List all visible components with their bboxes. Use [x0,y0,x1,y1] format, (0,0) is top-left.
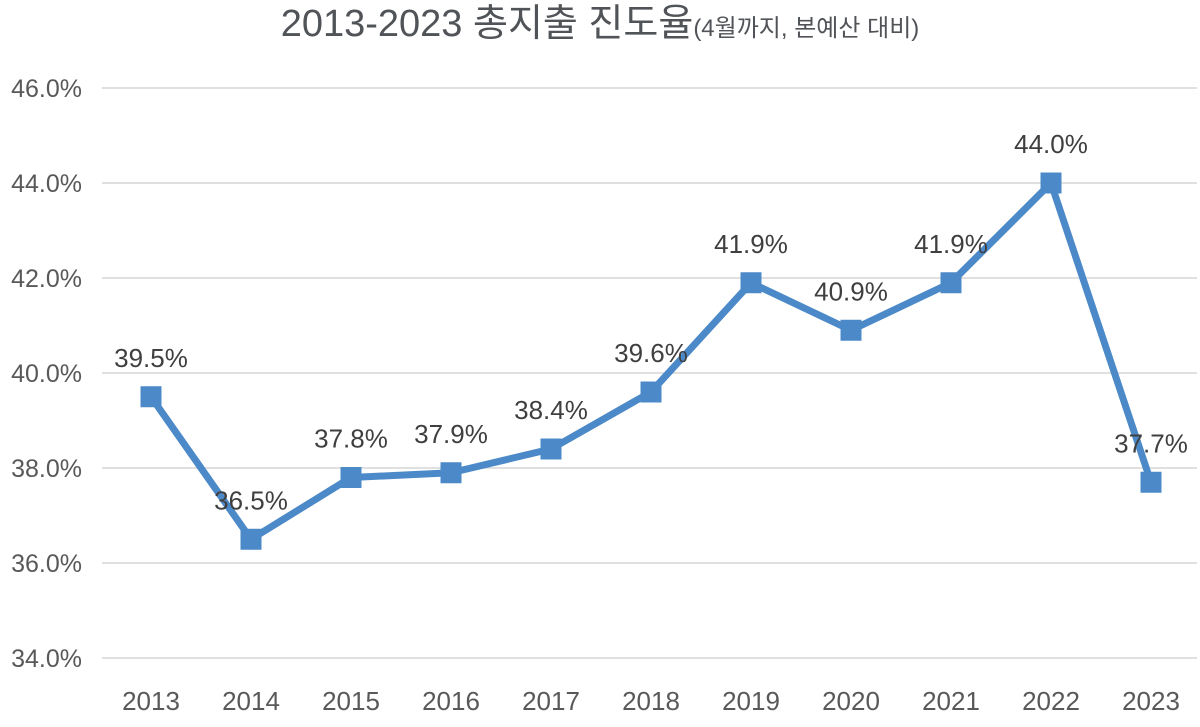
data-point-label: 36.5% [214,485,288,515]
data-point-label: 39.6% [614,338,688,368]
data-point-marker [340,467,362,488]
data-point-marker [1040,172,1062,194]
x-axis-tick-label: 2013 [122,686,180,716]
data-point-marker [640,381,662,403]
x-axis-tick-label: 2014 [222,686,280,716]
x-axis-tick-label: 2023 [1122,686,1180,716]
y-axis-tick-label: 40.0% [11,360,82,388]
x-axis-tick-label: 2018 [622,686,680,716]
x-axis-tick-label: 2016 [422,686,480,716]
data-point-marker [240,528,262,550]
data-point-label: 41.9% [714,229,788,259]
x-axis-tick-label: 2021 [922,686,980,716]
data-point-marker [140,386,162,408]
data-point-label: 37.7% [1114,428,1188,458]
x-axis-tick-label: 2022 [1022,686,1080,716]
x-axis-tick-label: 2015 [322,686,380,716]
data-point-marker [440,462,462,484]
y-axis-tick-label: 46.0% [11,75,82,103]
data-point-marker [940,272,962,294]
x-axis-tick-label: 2019 [722,686,780,716]
x-axis-tick-label: 2020 [822,686,880,716]
data-point-label: 41.9% [914,229,988,259]
data-point-marker [1140,471,1162,493]
y-axis-tick-label: 36.0% [11,550,82,578]
chart-title-main: 2013-2023 총지출 진도율 [280,3,694,45]
y-axis-tick-label: 44.0% [11,170,82,198]
data-point-label: 37.8% [314,424,388,454]
data-point-label: 38.4% [514,395,588,425]
data-point-label: 39.5% [114,343,188,373]
data-point-label: 44.0% [1014,129,1088,159]
y-axis-tick-label: 38.0% [11,455,82,483]
x-axis-tick-label: 2017 [522,686,580,716]
data-point-label: 37.9% [414,419,488,449]
chart-title: 2013-2023 총지출 진도율(4월까지, 본예산 대비) [0,2,1200,48]
y-axis-tick-label: 34.0% [11,645,82,673]
y-axis-tick-label: 42.0% [11,265,82,293]
data-point-marker [540,438,562,460]
data-point-marker [840,319,862,341]
chart-title-sub: (4월까지, 본예산 대비) [693,15,920,42]
data-point-label: 40.9% [814,276,888,306]
data-point-marker [740,272,762,294]
